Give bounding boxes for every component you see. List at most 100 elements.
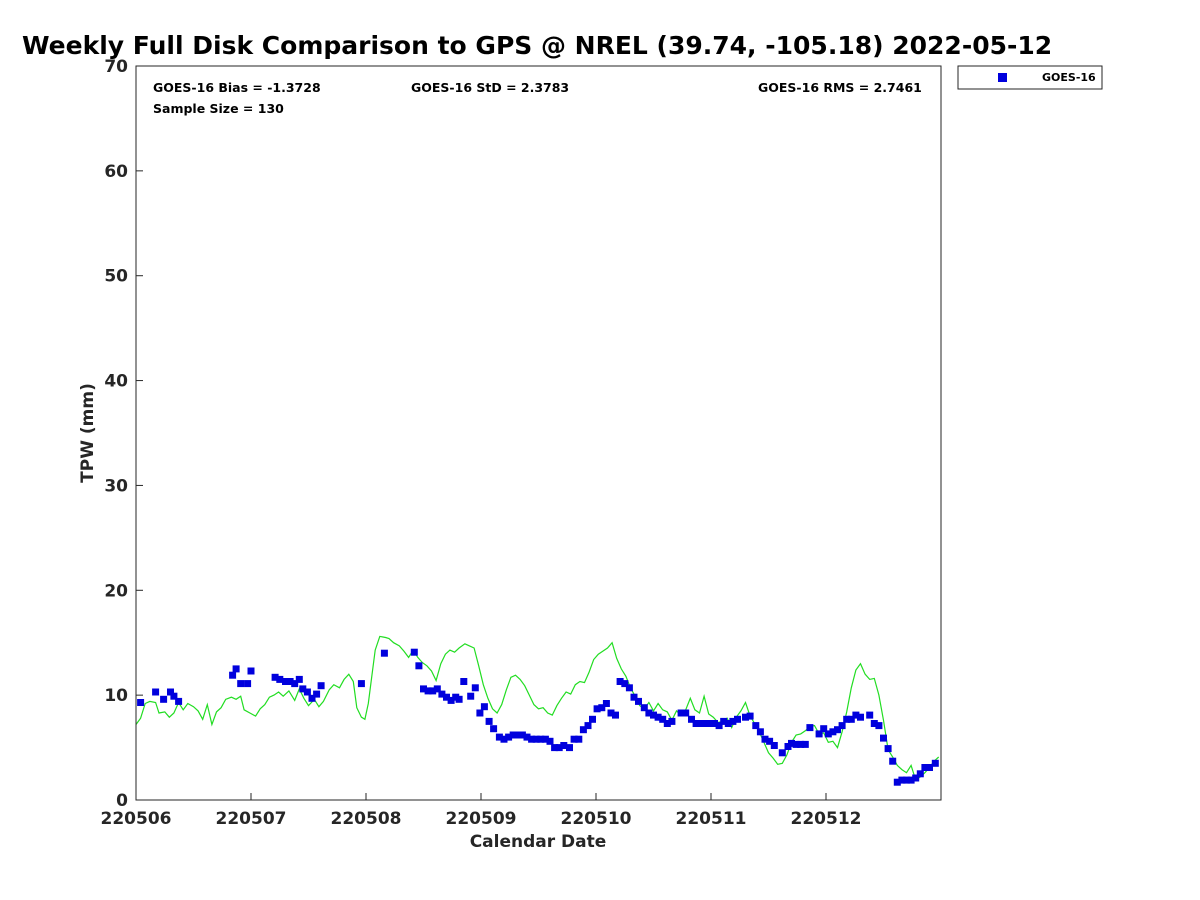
goes16-data-point: [866, 711, 874, 719]
goes16-data-point: [756, 728, 764, 736]
goes16-data-point: [170, 692, 178, 700]
goes16-data-point: [640, 704, 648, 712]
goes-points-layer: [137, 648, 939, 786]
x-tick-label: 220511: [676, 809, 747, 829]
legend-box: [957, 65, 1103, 90]
goes16-data-point: [551, 744, 559, 752]
goes16-data-point: [485, 717, 493, 725]
goes16-data-point: [889, 757, 897, 765]
goes16-data-point: [490, 725, 498, 733]
goes16-data-point: [476, 709, 484, 717]
goes16-data-point: [797, 740, 805, 748]
goes16-data-point: [824, 730, 832, 738]
goes16-data-point: [806, 724, 814, 732]
goes16-data-point: [575, 735, 583, 743]
goes16-data-point: [495, 733, 503, 741]
goes16-data-point: [778, 749, 786, 757]
goes16-data-point: [455, 695, 463, 703]
goes16-data-point: [570, 735, 578, 743]
goes16-data-point: [244, 680, 252, 688]
goes16-data-point: [282, 678, 289, 685]
goes16-data-point: [291, 680, 299, 688]
goes16-data-point: [880, 734, 887, 742]
goes16-data-point: [607, 709, 615, 717]
goes16-data-point: [167, 688, 174, 696]
goes16-data-point: [682, 709, 690, 717]
goes16-data-point: [447, 696, 455, 704]
goes16-data-point: [175, 697, 183, 705]
goes16-data-point: [616, 678, 624, 685]
y-tick-label: 10: [104, 686, 128, 706]
goes16-data-point: [766, 737, 774, 745]
x-axis-label: Calendar Date: [470, 832, 607, 852]
goes16-data-point: [903, 776, 910, 784]
goes16-data-point: [630, 693, 638, 701]
goes16-data-point: [742, 713, 749, 721]
legend-marker-goes16: [998, 73, 1007, 82]
goes16-data-point: [907, 776, 915, 784]
y-tick-label: 30: [104, 476, 128, 496]
goes16-data-point: [761, 735, 769, 743]
goes16-data-point: [677, 709, 685, 717]
goes16-data-point: [271, 673, 279, 681]
goes16-data-point: [711, 720, 718, 727]
goes16-data-point: [815, 730, 823, 738]
goes16-data-point: [729, 717, 737, 725]
goes16-data-point: [505, 733, 513, 741]
y-axis: 0 10 20 30 40 50 60 70: [104, 57, 143, 811]
goes16-data-point: [584, 722, 592, 730]
goes16-data-point: [820, 725, 828, 733]
goes16-data-point: [286, 678, 294, 685]
y-tick-label: 50: [104, 267, 128, 287]
y-tick-label: 0: [116, 791, 128, 811]
x-tick-label: 220512: [791, 809, 862, 829]
goes16-data-point: [429, 687, 437, 695]
goes16-data-point: [788, 739, 795, 747]
goes16-data-point: [500, 735, 508, 743]
goes16-data-point: [746, 712, 754, 720]
goes16-data-point: [299, 685, 307, 693]
goes16-data-point: [668, 717, 676, 725]
goes16-data-point: [555, 744, 563, 752]
goes16-data-point: [589, 715, 596, 723]
goes16-data-point: [602, 700, 610, 707]
goes16-data-point: [926, 764, 933, 771]
goes16-data-point: [715, 722, 723, 730]
goes16-data-point: [645, 709, 653, 717]
goes16-data-point: [308, 694, 316, 702]
goes16-data-point: [834, 726, 841, 734]
goes16-data-point: [317, 682, 325, 690]
goes16-data-point: [541, 735, 549, 743]
goes16-data-point: [514, 731, 522, 739]
rms-stat: GOES-16 RMS = 2.7461: [758, 80, 922, 95]
goes16-data-point: [875, 722, 883, 730]
goes16-data-point: [829, 728, 837, 736]
goes16-data-point: [380, 649, 388, 657]
x-tick-label: 220509: [446, 809, 517, 829]
goes16-data-point: [467, 692, 475, 700]
goes16-data-point: [625, 684, 633, 692]
goes16-data-point: [921, 764, 929, 771]
goes16-data-point: [313, 690, 321, 698]
goes16-data-point: [160, 695, 168, 703]
goes16-data-point: [893, 778, 901, 786]
goes16-data-point: [724, 720, 732, 727]
gps-line-layer: [135, 635, 940, 782]
goes16-data-point: [752, 722, 760, 730]
goes16-data-point: [843, 715, 851, 723]
goes16-data-point: [770, 742, 778, 749]
goes16-data-point: [884, 745, 892, 753]
goes16-data-point: [659, 715, 667, 723]
goes16-data-point: [706, 720, 714, 727]
goes16-data-point: [598, 704, 606, 712]
goes16-data-point: [152, 688, 160, 696]
goes16-data-point: [916, 770, 924, 778]
goes16-data-point: [229, 671, 237, 679]
y-tick-label: 20: [104, 581, 128, 601]
goes16-data-point: [734, 715, 741, 723]
goes16-data-point: [801, 740, 809, 748]
x-tick-label: 220507: [216, 809, 287, 829]
axes-frame: [135, 65, 942, 801]
y-tick-label: 70: [104, 57, 128, 77]
